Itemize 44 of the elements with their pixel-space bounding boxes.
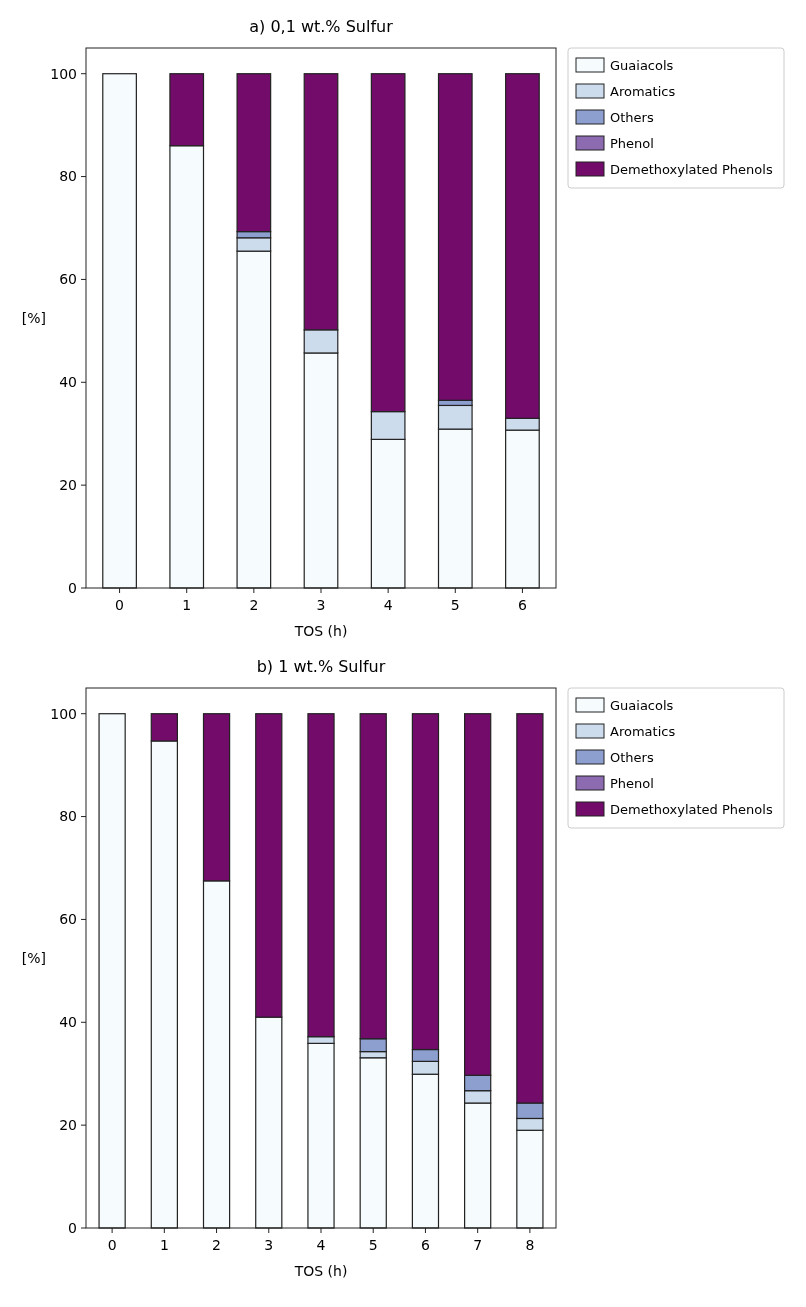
x-tick-label: 2 — [249, 597, 259, 613]
x-tick-label: 6 — [517, 597, 527, 613]
legend-label: Guaiacols — [610, 57, 674, 73]
x-axis-title: TOS (h) — [293, 1263, 348, 1279]
x-tick-label: 4 — [316, 1237, 326, 1253]
x-tick-label: 5 — [450, 597, 460, 613]
y-tick-label: 20 — [59, 477, 77, 494]
legend-label: Others — [610, 749, 654, 765]
chart-title: a) 0,1 wt.% Sulfur — [249, 17, 394, 36]
y-tick-label: 60 — [59, 911, 77, 928]
legend-label: Others — [610, 109, 654, 125]
y-tick-label: 0 — [68, 579, 77, 596]
y-tick-label: 40 — [59, 374, 77, 391]
y-tick-label: 40 — [59, 1014, 77, 1031]
y-axis-title: [%] — [21, 949, 46, 966]
legend-label: Guaiacols — [610, 697, 674, 713]
x-tick-label: 4 — [383, 597, 393, 613]
y-tick-label: 20 — [59, 1117, 77, 1134]
y-tick-label: 100 — [50, 65, 77, 82]
legend-label: Phenol — [610, 135, 654, 151]
x-tick-label: 6 — [420, 1237, 430, 1253]
y-tick-label: 0 — [68, 1219, 77, 1236]
legend-label: Demethoxylated Phenols — [610, 801, 773, 817]
legend-label: Demethoxylated Phenols — [610, 161, 773, 177]
x-tick-label: 0 — [115, 597, 125, 613]
x-tick-label: 1 — [159, 1237, 169, 1253]
x-axis-title: TOS (h) — [293, 623, 348, 639]
y-tick-label: 80 — [59, 168, 77, 185]
x-tick-label: 5 — [368, 1237, 378, 1253]
x-tick-label: 1 — [182, 597, 192, 613]
y-axis-title: [%] — [21, 309, 46, 326]
legend-label: Aromatics — [610, 723, 676, 739]
y-tick-label: 60 — [59, 271, 77, 288]
legend-label: Aromatics — [610, 83, 676, 99]
legend-label: Phenol — [610, 775, 654, 791]
y-tick-label: 100 — [50, 705, 77, 722]
y-tick-label: 80 — [59, 808, 77, 825]
x-tick-label: 7 — [473, 1237, 483, 1253]
chart-title: b) 1 wt.% Sulfur — [256, 657, 386, 676]
x-tick-label: 0 — [107, 1237, 117, 1253]
x-tick-label: 3 — [264, 1237, 274, 1253]
x-tick-label: 2 — [212, 1237, 222, 1253]
x-tick-label: 3 — [316, 597, 326, 613]
x-tick-label: 8 — [525, 1237, 535, 1253]
